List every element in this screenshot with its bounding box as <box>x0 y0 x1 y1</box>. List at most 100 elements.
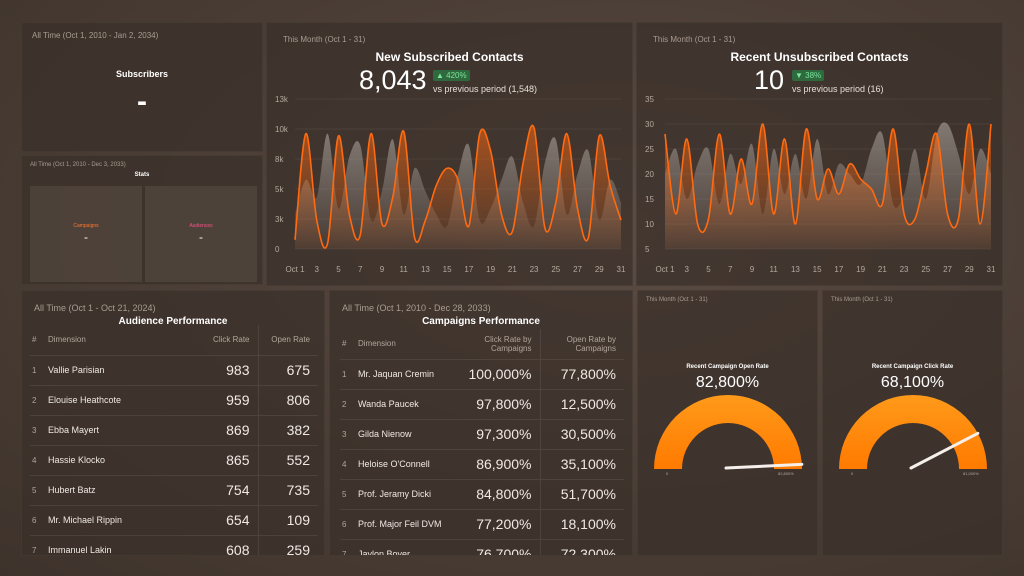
row-open-rate: 12,500% <box>539 389 624 420</box>
row-click-rate: 654 <box>190 505 258 536</box>
period-label: All Time (Oct 1, 2010 - Dec 3, 2033) <box>30 162 126 168</box>
row-index: 3 <box>30 415 48 446</box>
col-open-rate: Open Rate by Campaigns <box>539 329 624 360</box>
audience-panel: All Time (Oct 1 - Oct 21, 2024) Audience… <box>21 290 325 556</box>
gauge-title: Recent Campaign Open Rate <box>686 364 769 370</box>
col-index: # <box>340 329 358 360</box>
current-period-area <box>665 123 991 249</box>
y-tick-label: 13k <box>275 95 289 104</box>
current-period-line[interactable] <box>664 123 992 234</box>
row-open-rate: 18,100% <box>539 509 624 540</box>
col-dimension: Dimension <box>48 325 190 356</box>
row-click-rate: 754 <box>190 475 258 506</box>
y-tick-label: 5k <box>275 185 284 194</box>
period-label: This Month (Oct 1 - 31) <box>831 297 893 303</box>
table-row[interactable]: 4 Heloise O'Connell 86,900% 35,100% <box>340 449 624 480</box>
row-click-rate: 86,900% <box>458 449 540 480</box>
x-tick-label: 3 <box>315 265 320 274</box>
table-row[interactable]: 3 Gilda Nienow 97,300% 30,500% <box>340 419 624 450</box>
gauge-arc <box>839 395 987 469</box>
x-tick-label: 25 <box>921 265 930 274</box>
row-dimension: Elouise Heathcote <box>48 385 190 416</box>
row-open-rate: 552 <box>257 445 318 476</box>
table-row[interactable]: 1 Vallie Parisian 983 675 <box>30 355 318 386</box>
table-row[interactable]: 1 Mr. Jaquan Cremin 100,000% 77,800% <box>340 359 624 390</box>
row-index: 4 <box>340 449 358 480</box>
row-open-rate: 735 <box>257 475 318 506</box>
period-label: All Time (Oct 1, 2010 - Dec 28, 2033) <box>342 303 491 313</box>
gauge-max-label: 81,000% <box>963 471 979 476</box>
row-dimension: Prof. Jeramy Dicki <box>358 479 458 510</box>
table-row[interactable]: 7 Jaylon Boyer 76,700% 72,300% <box>340 539 624 555</box>
table-row[interactable]: 5 Prof. Jeramy Dicki 84,800% 51,700% <box>340 479 624 510</box>
row-dimension: Wanda Paucek <box>358 389 458 420</box>
col-dimension: Dimension <box>358 329 458 360</box>
x-tick-label: 31 <box>987 265 996 274</box>
x-tick-label: 23 <box>900 265 909 274</box>
x-tick-label: 3 <box>685 265 690 274</box>
row-open-rate: 675 <box>257 355 318 386</box>
y-tick-label: 15 <box>645 195 654 204</box>
row-click-rate: 76,700% <box>458 539 540 555</box>
x-tick-label: 23 <box>530 265 539 274</box>
row-index: 6 <box>30 505 48 536</box>
row-click-rate: 100,000% <box>458 359 540 390</box>
x-tick-label: 9 <box>380 265 385 274</box>
table-row[interactable]: 2 Wanda Paucek 97,800% 12,500% <box>340 389 624 420</box>
campaigns-panel: All Time (Oct 1, 2010 - Dec 28, 2033) Ca… <box>329 290 633 556</box>
kpi-value: 8,043 <box>359 65 427 95</box>
row-open-rate: 77,800% <box>539 359 624 390</box>
change-badge: ▼ 38% <box>792 70 825 81</box>
row-index: 2 <box>340 389 358 420</box>
col-index: # <box>30 325 48 356</box>
x-tick-label: 5 <box>336 265 341 274</box>
current-period-area <box>295 125 621 249</box>
y-tick-label: 10 <box>645 220 654 229</box>
table-row[interactable]: 6 Mr. Michael Rippin 654 109 <box>30 505 318 536</box>
campaigns-stat-box[interactable]: Campaigns - <box>30 186 142 282</box>
campaigns-stat-label: Campaigns <box>73 223 99 229</box>
row-click-rate: 865 <box>190 445 258 476</box>
table-row[interactable]: 2 Elouise Heathcote 959 806 <box>30 385 318 416</box>
table-row[interactable]: 5 Hubert Batz 754 735 <box>30 475 318 506</box>
x-tick-label: 17 <box>834 265 843 274</box>
row-open-rate: 259 <box>257 535 318 555</box>
audiences-stat-box[interactable]: Audiences - <box>145 186 257 282</box>
x-tick-label: 9 <box>750 265 755 274</box>
row-dimension: Prof. Major Feil DVM <box>358 509 458 540</box>
y-tick-label: 5 <box>645 245 650 254</box>
row-index: 5 <box>340 479 358 510</box>
x-tick-label: 7 <box>358 265 363 274</box>
table-row[interactable]: 6 Prof. Major Feil DVM 77,200% 18,100% <box>340 509 624 540</box>
row-open-rate: 382 <box>257 415 318 446</box>
period-label: All Time (Oct 1, 2010 - Jan 2, 2034) <box>32 31 159 40</box>
comparison-label: vs previous period (16) <box>792 84 884 94</box>
row-dimension: Immanuel Lakin <box>48 535 190 555</box>
gauge-title: Recent Campaign Click Rate <box>871 364 954 370</box>
row-index: 4 <box>30 445 48 476</box>
subscribers-panel: All Time (Oct 1, 2010 - Jan 2, 2034) Sub… <box>21 22 263 152</box>
y-tick-label: 30 <box>645 120 654 129</box>
row-index: 2 <box>30 385 48 416</box>
row-open-rate: 51,700% <box>539 479 624 510</box>
panel-title: New Subscribed Contacts <box>375 50 524 64</box>
x-tick-label: 21 <box>508 265 517 274</box>
x-tick-label: 29 <box>595 265 604 274</box>
panel-title: Audience Performance <box>118 316 228 327</box>
row-index: 7 <box>340 539 358 555</box>
row-click-rate: 959 <box>190 385 258 416</box>
row-dimension: Heloise O'Connell <box>358 449 458 480</box>
row-index: 1 <box>30 355 48 386</box>
x-tick-label: 13 <box>791 265 800 274</box>
y-tick-label: 0 <box>275 245 280 254</box>
campaigns-table: # Dimension Click Rate by Campaigns Open… <box>340 329 624 555</box>
row-click-rate: 983 <box>190 355 258 386</box>
row-open-rate: 35,100% <box>539 449 624 480</box>
table-row[interactable]: 3 Ebba Mayert 869 382 <box>30 415 318 446</box>
x-tick-label: 15 <box>443 265 452 274</box>
table-row[interactable]: 7 Immanuel Lakin 608 259 <box>30 535 318 555</box>
current-period-line[interactable] <box>294 124 622 249</box>
table-row[interactable]: 4 Hassie Klocko 865 552 <box>30 445 318 476</box>
x-tick-label: 11 <box>770 265 779 274</box>
